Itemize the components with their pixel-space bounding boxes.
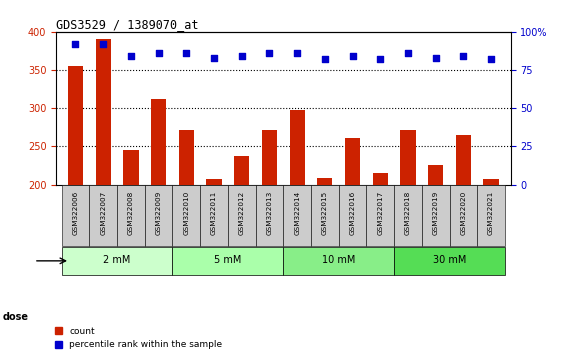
Text: dose: dose — [3, 312, 29, 322]
FancyBboxPatch shape — [394, 247, 505, 275]
Point — [403, 50, 412, 56]
FancyBboxPatch shape — [228, 184, 256, 246]
Text: GSM322007: GSM322007 — [100, 190, 106, 235]
Bar — [68, 66, 83, 184]
Text: 5 mM: 5 mM — [214, 255, 242, 265]
FancyBboxPatch shape — [422, 184, 449, 246]
Point — [348, 53, 357, 59]
Text: GSM322010: GSM322010 — [183, 190, 189, 235]
Bar — [401, 130, 416, 184]
FancyBboxPatch shape — [311, 184, 339, 246]
Bar — [179, 130, 194, 184]
FancyBboxPatch shape — [256, 184, 283, 246]
Text: GSM322014: GSM322014 — [294, 190, 300, 235]
Point — [265, 50, 274, 56]
Point — [293, 50, 302, 56]
Text: GSM322011: GSM322011 — [211, 190, 217, 235]
Bar — [484, 179, 499, 184]
Legend: count, percentile rank within the sample: count, percentile rank within the sample — [55, 327, 223, 349]
Bar — [428, 165, 443, 184]
Bar — [456, 135, 471, 184]
Bar — [95, 40, 111, 184]
FancyBboxPatch shape — [394, 184, 422, 246]
Point — [210, 55, 219, 61]
Point — [182, 50, 191, 56]
FancyBboxPatch shape — [477, 184, 505, 246]
Bar — [373, 173, 388, 184]
FancyBboxPatch shape — [172, 247, 283, 275]
Point — [99, 41, 108, 47]
Text: GDS3529 / 1389070_at: GDS3529 / 1389070_at — [56, 18, 199, 31]
Point — [154, 50, 163, 56]
FancyBboxPatch shape — [200, 184, 228, 246]
Text: 2 mM: 2 mM — [103, 255, 131, 265]
Text: GSM322020: GSM322020 — [461, 190, 466, 235]
Text: GSM322013: GSM322013 — [266, 190, 273, 235]
Text: 10 mM: 10 mM — [322, 255, 356, 265]
Text: GSM322016: GSM322016 — [350, 190, 356, 235]
Point — [71, 41, 80, 47]
Bar — [318, 178, 333, 184]
Text: GSM322015: GSM322015 — [322, 190, 328, 235]
Bar — [262, 130, 277, 184]
Text: GSM322017: GSM322017 — [378, 190, 383, 235]
Point — [376, 57, 385, 62]
Text: GSM322021: GSM322021 — [488, 190, 494, 235]
FancyBboxPatch shape — [339, 184, 366, 246]
FancyBboxPatch shape — [449, 184, 477, 246]
Text: GSM322006: GSM322006 — [72, 190, 79, 235]
Bar — [234, 155, 249, 184]
FancyBboxPatch shape — [62, 247, 172, 275]
Bar — [289, 110, 305, 184]
Point — [486, 57, 495, 62]
Text: GSM322019: GSM322019 — [433, 190, 439, 235]
FancyBboxPatch shape — [283, 247, 394, 275]
Point — [431, 55, 440, 61]
Bar — [151, 99, 166, 184]
Text: GSM322009: GSM322009 — [155, 190, 162, 235]
Point — [237, 53, 246, 59]
Text: GSM322008: GSM322008 — [128, 190, 134, 235]
Bar — [206, 179, 222, 184]
Text: 30 mM: 30 mM — [433, 255, 466, 265]
Text: GSM322018: GSM322018 — [405, 190, 411, 235]
FancyBboxPatch shape — [283, 184, 311, 246]
FancyBboxPatch shape — [172, 184, 200, 246]
FancyBboxPatch shape — [366, 184, 394, 246]
FancyBboxPatch shape — [89, 184, 117, 246]
FancyBboxPatch shape — [117, 184, 145, 246]
Bar — [345, 138, 360, 184]
Text: GSM322012: GSM322012 — [239, 190, 245, 235]
Point — [126, 53, 135, 59]
FancyBboxPatch shape — [62, 184, 89, 246]
Bar — [123, 150, 139, 184]
Point — [320, 57, 329, 62]
FancyBboxPatch shape — [145, 184, 172, 246]
Point — [459, 53, 468, 59]
